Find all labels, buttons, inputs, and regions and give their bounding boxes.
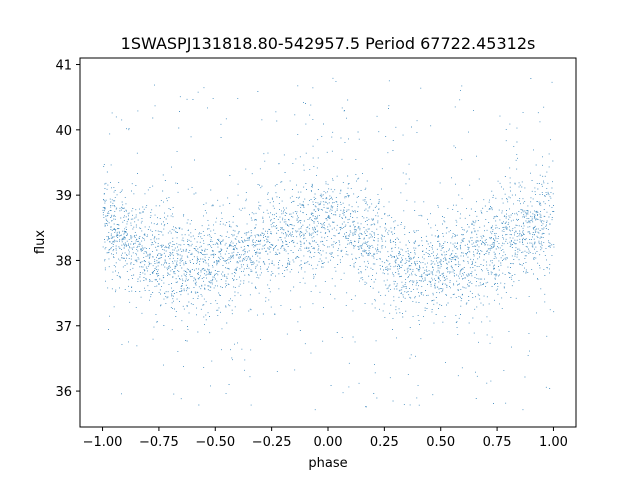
y-tick-label: 36: [55, 385, 72, 400]
y-axis: 36 37 38 39 40 41: [55, 59, 80, 400]
x-tick-label: −0.50: [195, 435, 235, 450]
scatter-point-cloud: [102, 77, 555, 411]
x-tick-label: 0.00: [314, 435, 343, 450]
x-tick-label: −1.00: [83, 435, 123, 450]
x-tick-label: 0.75: [483, 435, 512, 450]
scatter-points: [102, 77, 555, 411]
x-tick-label: −0.75: [139, 435, 179, 450]
x-tick-label: 0.50: [426, 435, 455, 450]
y-tick-label: 37: [55, 320, 72, 335]
chart-title: 1SWASPJ131818.80-542957.5 Period 67722.4…: [121, 34, 536, 53]
y-tick-label: 38: [55, 254, 72, 269]
x-tick-label: −0.25: [252, 435, 292, 450]
x-axis: −1.00 −0.75 −0.50 −0.25 0.00 0.25 0.50 0.75 1.00: [83, 427, 568, 450]
x-tick-label: 1.00: [539, 435, 568, 450]
y-axis-label: flux: [33, 230, 48, 254]
y-tick-label: 41: [55, 59, 72, 74]
y-tick-label: 39: [55, 189, 72, 204]
x-tick-label: 0.25: [370, 435, 399, 450]
y-tick-label: 40: [55, 124, 72, 139]
x-axis-label: phase: [308, 456, 347, 471]
